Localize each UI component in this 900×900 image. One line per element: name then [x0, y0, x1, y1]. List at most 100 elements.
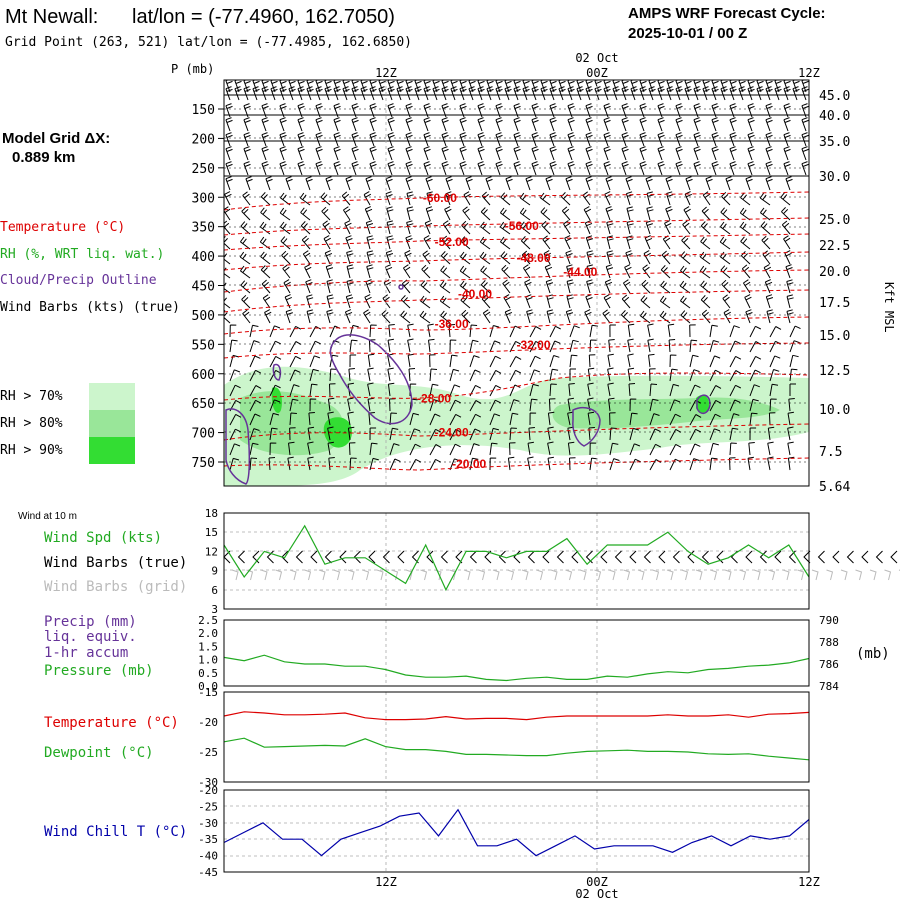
pressure-panel: Precip (mm) liq. equiv. 1-hr accum Press…	[44, 614, 890, 693]
wind-barb	[588, 354, 596, 368]
wind-barb	[382, 294, 391, 309]
wind-barb	[297, 117, 305, 132]
wind-barb	[603, 161, 611, 176]
wind-barb	[609, 324, 616, 338]
wind-barb	[308, 412, 315, 426]
pressure-gridlines-panel	[385, 620, 598, 686]
wind-barb	[629, 427, 640, 441]
wind-barb	[405, 146, 413, 161]
wind-barb	[767, 456, 774, 471]
cloud-outline-4	[272, 363, 282, 381]
pressure-panel-frame	[223, 619, 810, 687]
wind-barb	[669, 399, 681, 412]
rh70-area	[224, 366, 809, 486]
wind-barb	[504, 86, 512, 101]
pressure-tick-label: 400	[192, 250, 215, 265]
wind-barb	[549, 340, 561, 353]
wind-barb	[606, 220, 614, 235]
wind-barb	[705, 176, 713, 191]
wind-barb	[649, 413, 660, 426]
wind-barb	[720, 207, 731, 221]
wind-barb	[367, 353, 375, 368]
wind-barb	[326, 294, 334, 309]
wind-barb	[261, 86, 269, 101]
wind-barb	[369, 117, 377, 132]
wind-barb	[346, 250, 354, 265]
wind-barb	[627, 353, 634, 368]
wind-barb	[307, 426, 315, 441]
wind-barb	[477, 86, 485, 101]
wind-barb	[347, 426, 355, 441]
wind-barb	[348, 368, 355, 382]
grid-wind-barb	[884, 569, 892, 581]
wind-barb	[386, 220, 394, 235]
wind-barb	[309, 340, 321, 353]
wind-barb	[540, 192, 551, 206]
wind-barb	[459, 86, 467, 101]
wind-barb	[739, 207, 751, 221]
wind-barb	[526, 309, 534, 324]
wind-barb	[669, 354, 677, 368]
wind-barb	[288, 86, 296, 101]
wind-barb	[585, 294, 593, 309]
wind-barb	[689, 369, 700, 382]
kft-tick-label: 7.5	[819, 445, 842, 460]
wind-barb	[657, 146, 665, 161]
wind-barb	[243, 86, 251, 101]
wind-barb	[621, 117, 629, 132]
wind-barb	[567, 161, 575, 176]
legend-rh70: RH > 70%	[0, 389, 63, 404]
wind-barb	[369, 324, 377, 338]
wind-barb	[269, 442, 277, 456]
wind-barb	[531, 146, 539, 161]
wind-barb	[657, 132, 665, 147]
wind-barb	[729, 399, 741, 412]
wind-barb	[369, 457, 379, 471]
wind-barb	[640, 295, 651, 309]
wind-barb	[709, 324, 718, 338]
precip-ytick-label: 1.0	[198, 654, 218, 667]
wind-barb	[647, 338, 654, 353]
wind-barb	[477, 161, 485, 176]
wind-barb	[504, 309, 513, 324]
wind-barb	[243, 117, 251, 132]
wind-barb	[387, 146, 395, 161]
surface-wind-barb	[875, 550, 883, 564]
wind-barb	[627, 323, 635, 338]
grid-wind-barb	[840, 569, 848, 581]
wind-barb	[547, 411, 555, 426]
wind-barb	[789, 368, 798, 382]
pressure-tick-label: 150	[192, 103, 215, 118]
wind-barb	[225, 132, 233, 147]
wind-barb	[450, 86, 458, 101]
wind-barb	[495, 86, 503, 101]
wind-barb	[419, 310, 431, 324]
grid-wind-barb	[681, 569, 689, 581]
isotherm-24	[224, 423, 809, 441]
wind-barb	[709, 428, 721, 441]
surface-wind-barb	[745, 550, 753, 564]
wind-barb	[787, 441, 794, 456]
wind-barb	[449, 368, 460, 382]
wind-barb	[441, 117, 449, 132]
wind-barbs-true-legend: Wind Barbs (true)	[44, 555, 187, 571]
wind-barb	[561, 206, 571, 221]
wind-barb	[279, 86, 287, 101]
wind-barb	[661, 250, 671, 265]
wind-barb	[609, 442, 619, 456]
wind-barb	[404, 250, 412, 265]
grid-wind-barb	[855, 569, 863, 581]
temperature-isotherms	[224, 191, 809, 471]
wind-barb	[719, 236, 731, 250]
wind-barb	[249, 340, 260, 353]
pressure-legend: Pressure (mb)	[44, 663, 154, 679]
wind-barb	[402, 264, 411, 279]
wind-barb	[547, 441, 554, 456]
wind-barb	[531, 132, 539, 147]
wind-barb	[366, 235, 374, 250]
wind-barb	[349, 457, 357, 471]
temperature-contour-label: -60.00	[423, 191, 457, 205]
wind-barb	[324, 86, 332, 101]
wind-barb	[721, 191, 731, 206]
